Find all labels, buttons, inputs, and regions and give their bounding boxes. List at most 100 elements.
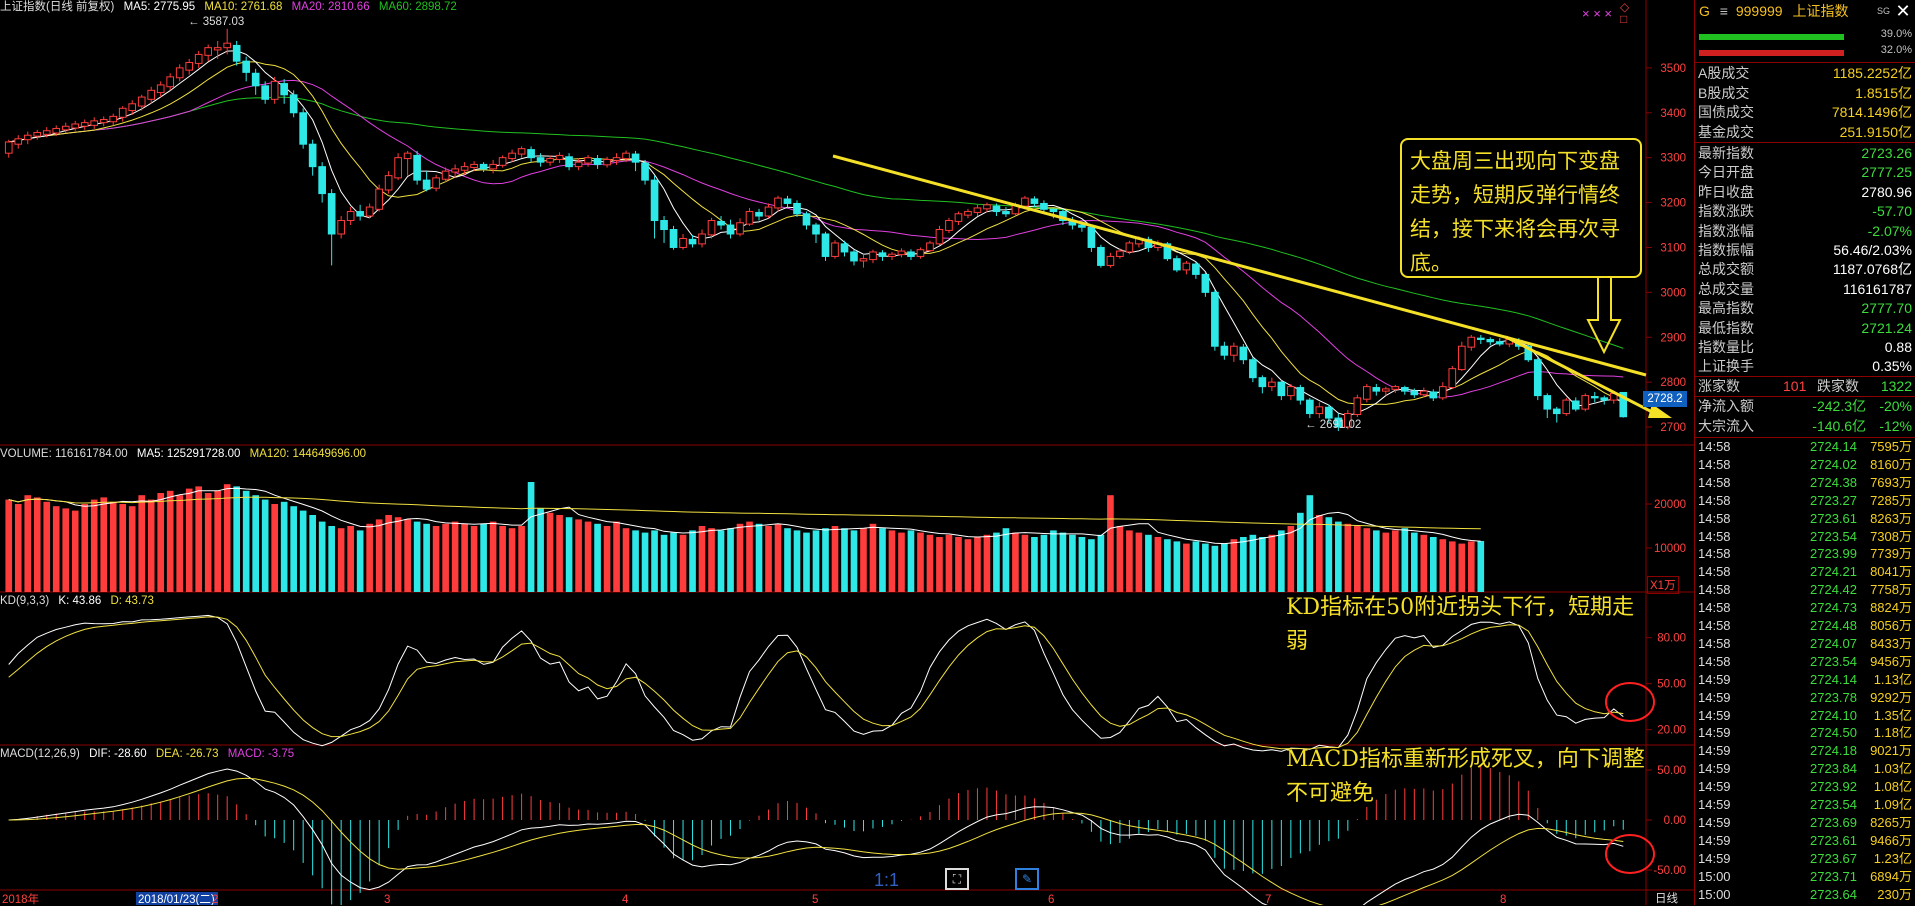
volume-bar [1477, 540, 1485, 592]
draw-tool-icon[interactable]: ✎ [1015, 868, 1039, 890]
candle-body [973, 207, 982, 213]
kd-title: KD(9,3,3) [0, 595, 50, 607]
close-icon[interactable]: ✕ [1895, 1, 1911, 21]
macd-title: MACD(12,26,9) [0, 748, 80, 760]
candle-body [1533, 359, 1542, 397]
tick-volume: 7758万 [1870, 582, 1912, 598]
tick-price: 2723.92 [1810, 779, 1857, 795]
diamond-icon[interactable]: ◇ [1620, 0, 1630, 14]
volume-bar [1173, 541, 1181, 592]
candle-body [175, 67, 184, 79]
square-icon[interactable]: □ [1620, 12, 1628, 26]
volume-bar [242, 490, 250, 592]
candle-body [755, 211, 763, 217]
y-tick-label: -50.00 [1653, 865, 1686, 877]
tick-row: 14:59 2723.69 8265万 [1695, 814, 1915, 832]
kd-d-line [8, 616, 1624, 750]
tick-time: 14:59 [1698, 832, 1731, 848]
y-tick-label: 3000 [1660, 287, 1686, 299]
candle-body [517, 148, 526, 155]
trend-arrow-head [1648, 404, 1672, 418]
tick-volume: 8041万 [1870, 564, 1912, 580]
tick-row: 14:58 2723.27 7285万 [1695, 492, 1915, 510]
candle-body [194, 53, 203, 64]
flow-row: 大宗流入 -140.6亿 -12% [1695, 417, 1915, 436]
tick-volume: 9466万 [1870, 832, 1912, 848]
tick-volume: 6894万 [1870, 868, 1912, 884]
candle-body [764, 206, 773, 217]
tick-price: 2723.71 [1810, 868, 1857, 884]
volume-bar [233, 486, 241, 592]
volume-bar [432, 526, 440, 592]
volume-bar [1097, 534, 1105, 592]
tick-time: 14:59 [1698, 689, 1731, 705]
tick-price: 2723.69 [1810, 814, 1857, 830]
volume-bar [945, 534, 953, 592]
candle-body [308, 143, 317, 168]
ratio-button[interactable]: 1:1 [874, 870, 900, 890]
tick-time: 15:00 [1698, 868, 1731, 884]
volume-bar [936, 537, 943, 592]
kd-header: KD(9,3,3) K: 43.86 D: 43.73 [0, 594, 160, 608]
indicator-dots-icon[interactable]: × × × [1582, 6, 1612, 21]
stat-row: 最高指数 2777.70 [1695, 299, 1915, 318]
volume-bar [708, 528, 715, 592]
stat-value: -2.07% [1867, 222, 1912, 239]
period-label[interactable]: 日线 [1655, 893, 1678, 905]
tick-time: 14:59 [1698, 707, 1731, 723]
candle-body [498, 157, 507, 166]
candle-body [261, 85, 269, 100]
x-tick-label: 3 [384, 894, 390, 905]
volume-bar [508, 528, 516, 592]
volume-bar [280, 501, 288, 592]
candle-body [80, 122, 89, 127]
group-label[interactable]: G [1699, 3, 1710, 19]
candle-body [508, 152, 516, 160]
menu-icon[interactable]: ≡ [1719, 3, 1728, 19]
volume-bar [1363, 528, 1371, 592]
separator [1695, 142, 1915, 143]
candle-body [23, 134, 32, 141]
tick-row: 14:59 2724.10 1.35亿 [1695, 707, 1915, 725]
volume-bar [926, 534, 934, 592]
candle-body [1562, 399, 1571, 415]
x-tick-label: 7 [1265, 894, 1271, 905]
tick-time: 14:59 [1698, 814, 1731, 830]
stat-value: 0.35% [1872, 358, 1912, 375]
volume-bar [1202, 543, 1209, 592]
volume-bar [52, 506, 60, 592]
volume-bar [1297, 512, 1304, 592]
volume-bar [1002, 528, 1010, 592]
candle-body [147, 89, 156, 100]
candle-body [1021, 197, 1029, 207]
fullscreen-icon[interactable]: ⛶ [945, 868, 969, 890]
volume-bar [698, 526, 706, 592]
candle-body [185, 61, 194, 71]
candle-body [565, 156, 573, 168]
tick-volume: 8265万 [1870, 814, 1912, 830]
tick-time: 14:58 [1698, 564, 1731, 580]
volume-bar [461, 523, 468, 592]
stat-label: 总成交量 [1698, 280, 1754, 297]
candle-body [916, 249, 925, 257]
candle-body [432, 177, 440, 189]
candle-body [1144, 238, 1153, 248]
y-tick-label: 2900 [1660, 332, 1686, 344]
candle-body [1201, 273, 1210, 293]
candle-body [698, 233, 706, 245]
candle-body [1049, 208, 1058, 213]
candle-body [1125, 242, 1134, 253]
volume-bar [252, 495, 259, 592]
volume-bar [1135, 532, 1143, 592]
volume-bar [166, 490, 174, 592]
tick-price: 2723.54 [1810, 528, 1857, 544]
tick-price: 2724.50 [1810, 725, 1857, 741]
tick-volume: 7285万 [1870, 492, 1912, 508]
candle-body [584, 157, 592, 164]
up-count-value: 101 [1783, 378, 1807, 394]
candle-body [137, 96, 146, 107]
tick-time: 14:58 [1698, 653, 1731, 669]
volume-bar [1088, 539, 1095, 592]
tick-row: 14:58 2723.61 8263万 [1695, 510, 1915, 528]
tick-price: 2724.48 [1810, 618, 1857, 633]
